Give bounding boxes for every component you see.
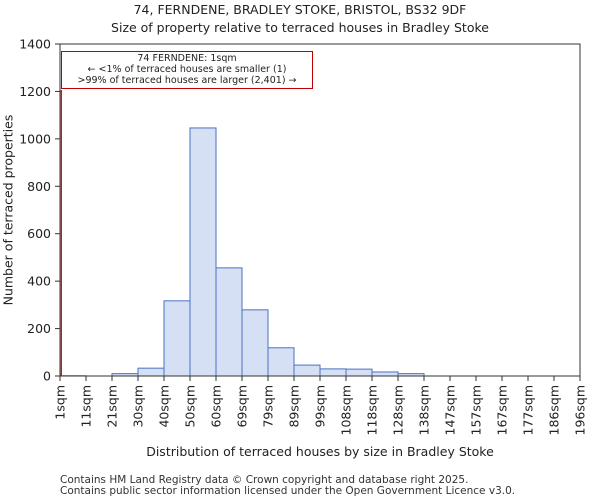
y-tick-label: 600 <box>27 226 51 241</box>
x-tick-label: 79sqm <box>261 385 276 428</box>
x-tick-label: 50sqm <box>183 385 198 428</box>
annotation-line-3: >99% of terraced houses are larger (2,40… <box>77 75 297 86</box>
y-tick-label: 800 <box>27 179 51 194</box>
chart-title: 74, FERNDENE, BRADLEY STOKE, BRISTOL, BS… <box>133 2 467 17</box>
x-tick-label: 11sqm <box>79 385 94 428</box>
x-tick-label: 167sqm <box>495 385 510 435</box>
x-tick-label: 40sqm <box>157 385 172 428</box>
y-tick-label: 400 <box>27 274 51 289</box>
footer-line-1: Contains HM Land Registry data © Crown c… <box>60 474 469 486</box>
x-tick-label: 108sqm <box>339 385 354 435</box>
chart-subtitle: Size of property relative to terraced ho… <box>111 20 489 35</box>
annotation-line-2: ← <1% of terraced houses are smaller (1) <box>87 64 287 75</box>
x-tick-label: 69sqm <box>235 385 250 428</box>
x-tick-label: 157sqm <box>469 385 484 435</box>
y-tick-label: 1200 <box>19 84 51 99</box>
x-tick-label: 186sqm <box>547 385 562 435</box>
x-tick-label: 118sqm <box>365 385 380 435</box>
histogram-bar <box>371 371 399 377</box>
x-tick-label: 21sqm <box>105 385 120 428</box>
y-tick-label: 1400 <box>19 37 51 52</box>
property-annotation-box: 74 FERNDENE: 1sqm ← <1% of terraced hous… <box>61 51 313 89</box>
y-tick-label: 200 <box>27 321 51 336</box>
x-axis-label: Distribution of terraced houses by size … <box>146 444 494 459</box>
x-tick-label: 30sqm <box>131 385 146 428</box>
histogram-bar <box>293 364 321 377</box>
histogram-bar <box>241 309 269 377</box>
x-tick-label: 89sqm <box>287 385 302 428</box>
histogram-bar <box>189 127 217 377</box>
histogram-bar <box>163 300 191 377</box>
x-tick-label: 177sqm <box>521 385 536 435</box>
x-tick-label: 1sqm <box>53 385 68 420</box>
x-tick-label: 128sqm <box>391 385 406 435</box>
histogram-bar <box>345 368 373 377</box>
histogram-bar <box>267 347 295 377</box>
histogram-bar <box>137 367 165 377</box>
plot-frame <box>59 43 581 377</box>
y-tick-label: 0 <box>43 369 51 384</box>
footer-line-2: Contains public sector information licen… <box>60 485 516 497</box>
x-tick-label: 60sqm <box>209 385 224 428</box>
x-tick-label: 138sqm <box>417 385 432 435</box>
annotation-line-1: 74 FERNDENE: 1sqm <box>137 53 237 64</box>
x-tick-label: 196sqm <box>573 385 588 435</box>
x-tick-label: 99sqm <box>313 385 328 428</box>
x-tick-label: 147sqm <box>443 385 458 435</box>
y-tick-label: 1000 <box>19 131 51 146</box>
y-axis-label: Number of terraced properties <box>0 114 16 306</box>
histogram-bar <box>319 368 347 377</box>
histogram-bar <box>215 267 243 377</box>
